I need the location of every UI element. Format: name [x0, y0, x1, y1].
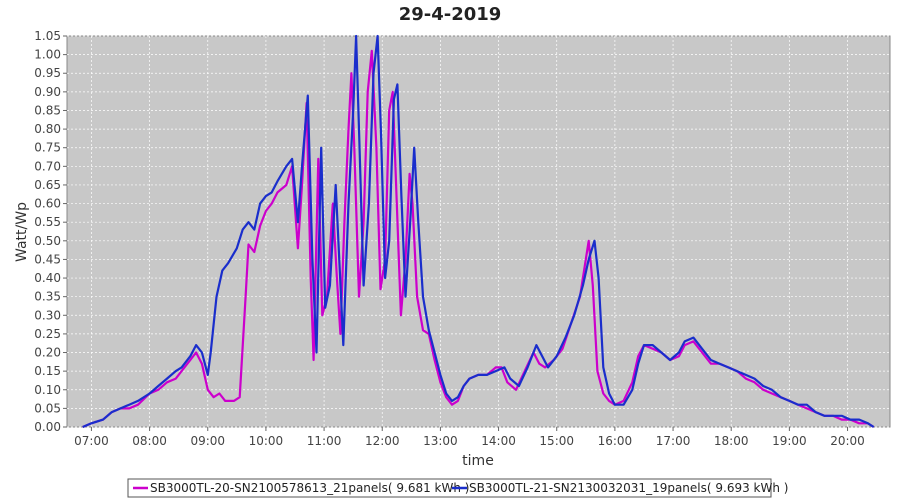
x-tick-label: 07:00: [74, 434, 109, 448]
x-tick-label: 16:00: [598, 434, 633, 448]
y-axis-ticks: 0.00 0.05 0.10 0.15 0.20 0.25 0.30 0.35 0.40 0.45…: [34, 29, 67, 434]
x-axis-ticks: 07:00 08:00 09:00 10:00 11:00 12:00 13:00 14:00…: [74, 427, 865, 448]
x-tick-label: 08:00: [132, 434, 167, 448]
x-tick-label: 10:00: [249, 434, 284, 448]
x-tick-label: 18:00: [714, 434, 749, 448]
series-line-1: [82, 49, 875, 429]
x-tick-label: 11:00: [307, 434, 342, 448]
series-line-2: [82, 34, 875, 429]
legend-label-series-2: SB3000TL-21-SN2130032031_19panels( 9.693…: [469, 481, 788, 495]
legend: SB3000TL-20-SN2100578613_21panels( 9.681…: [127, 478, 788, 498]
y-tick-label: 0.50: [34, 234, 61, 248]
legend-label-series-1: SB3000TL-20-SN2100578613_21panels( 9.681…: [150, 481, 469, 495]
x-tick-label: 14:00: [481, 434, 516, 448]
y-tick-label: 0.70: [34, 159, 61, 173]
y-tick-label: 1.05: [34, 29, 61, 43]
x-tick-label: 13:00: [423, 434, 458, 448]
y-tick-label: 0.30: [34, 308, 61, 322]
y-tick-label: 0.25: [34, 327, 61, 341]
y-tick-label: 0.00: [34, 420, 61, 434]
x-tick-label: 15:00: [539, 434, 574, 448]
y-tick-label: 0.65: [34, 178, 61, 192]
x-tick-label: 12:00: [365, 434, 400, 448]
gridlines: [67, 35, 890, 428]
series-layer: [82, 34, 875, 429]
chart-title: 29-4-2019: [399, 4, 502, 25]
y-tick-label: 0.15: [34, 364, 61, 378]
y-tick-label: 0.60: [34, 197, 61, 211]
y-tick-label: 0.55: [34, 215, 61, 229]
legend-box: [127, 478, 772, 498]
y-tick-label: 0.95: [34, 66, 61, 80]
y-tick-label: 0.40: [34, 271, 61, 285]
y-tick-label: 0.80: [34, 122, 61, 136]
x-tick-label: 17:00: [656, 434, 691, 448]
y-tick-label: 0.35: [34, 290, 61, 304]
y-tick-label: 0.90: [34, 85, 61, 99]
y-tick-label: 0.85: [34, 103, 61, 117]
y-tick-label: 1.00: [34, 48, 61, 62]
plot-area: [66, 35, 891, 428]
y-tick-label: 0.05: [34, 401, 61, 415]
x-tick-label: 09:00: [190, 434, 225, 448]
y-tick-label: 0.45: [34, 252, 61, 266]
y-tick-label: 0.75: [34, 141, 61, 155]
x-axis-label: time: [462, 453, 494, 469]
y-tick-label: 0.10: [34, 383, 61, 397]
y-tick-label: 0.20: [34, 346, 61, 360]
x-tick-label: 19:00: [772, 434, 807, 448]
y-axis-label: Watt/Wp: [14, 202, 30, 262]
x-tick-label: 20:00: [830, 434, 865, 448]
